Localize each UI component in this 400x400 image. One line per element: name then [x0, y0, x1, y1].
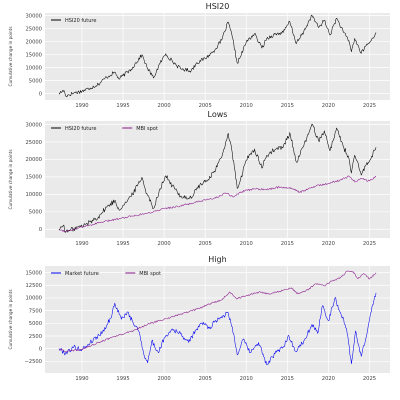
x-tick-label: 2000 [158, 241, 171, 247]
y-axis-label: Cumulative change in points [8, 290, 13, 350]
y-tick-label: 15000 [25, 270, 42, 276]
x-tick-label: 1995 [116, 241, 129, 247]
chart-title: High [208, 255, 226, 264]
x-tick-label: 1990 [75, 103, 88, 109]
x-tick-label: 2015 [281, 376, 294, 382]
y-tick-label: 10000 [25, 296, 42, 302]
y-tick-label: 5000 [29, 78, 42, 84]
y-tick-label: −2500 [24, 359, 42, 365]
x-tick-label: 1990 [75, 241, 88, 247]
legend-entry: MBI spot [139, 271, 161, 277]
x-tick-label: 2000 [158, 103, 171, 109]
x-tick-label: 2015 [281, 241, 294, 247]
y-tick-label: 10000 [25, 65, 42, 71]
y-tick-label: 5000 [29, 321, 42, 327]
y-tick-label: 5000 [29, 210, 42, 216]
y-tick-label: 0 [39, 346, 42, 352]
series-line-1 [58, 123, 377, 233]
legend-entry: HSI20 future [65, 126, 96, 132]
chart-panel-1: 1990 1995 2000 2005 2010 2015 2020 2025 0 5000 100… [8, 2, 390, 109]
x-tick-label: 2020 [322, 376, 335, 382]
y-tick-label: 25000 [25, 140, 42, 146]
y-tick-label: 30000 [25, 122, 42, 128]
x-tick-label: 2005 [199, 103, 212, 109]
y-tick-label: 25000 [25, 26, 42, 32]
chart-title: HSI20 [206, 2, 230, 11]
legend-entry: MBI spot [136, 126, 158, 132]
x-tick-label: 2010 [240, 376, 253, 382]
chart-panel-2: 1990 1995 2000 2005 2010 2015 2020 2025 0 5000 100… [8, 110, 390, 247]
chart-title: Lows [208, 110, 228, 119]
y-tick-label: 20000 [25, 157, 42, 163]
chart-panel-3: 1990 1995 2000 2005 2010 2015 2020 2025 −2500 0 25… [8, 255, 390, 382]
x-tick-label: 2020 [322, 241, 335, 247]
plot-area [45, 121, 390, 238]
x-tick-label: 2025 [363, 241, 376, 247]
series-line-1 [58, 14, 377, 97]
x-tick-label: 1995 [116, 103, 129, 109]
y-tick-label: 7500 [29, 308, 42, 314]
series-line-1 [58, 292, 377, 366]
y-tick-label: 0 [39, 227, 42, 233]
x-tick-label: 2025 [363, 376, 376, 382]
x-tick-label: 1990 [75, 376, 88, 382]
x-tick-label: 2010 [240, 241, 253, 247]
x-tick-label: 2005 [199, 241, 212, 247]
y-tick-label: 15000 [25, 52, 42, 58]
x-tick-label: 2015 [281, 103, 294, 109]
x-tick-label: 2020 [322, 103, 335, 109]
y-tick-label: 2500 [29, 334, 42, 340]
x-tick-label: 2005 [199, 376, 212, 382]
x-tick-label: 2000 [158, 376, 171, 382]
series-line-2 [58, 175, 377, 233]
x-tick-label: 1995 [116, 376, 129, 382]
x-tick-label: 2025 [363, 103, 376, 109]
y-tick-label: 0 [39, 91, 42, 97]
y-axis-label: Cumulative change in points [8, 150, 13, 210]
y-axis-label: Cumulative change in points [8, 27, 13, 87]
series-line-2 [58, 270, 377, 353]
y-tick-label: 12500 [25, 283, 42, 289]
y-tick-label: 10000 [25, 192, 42, 198]
legend-entry: Market future [65, 271, 99, 277]
x-tick-label: 2010 [240, 103, 253, 109]
plot-area [45, 13, 390, 100]
legend-entry: HSI20 future [65, 18, 96, 24]
y-tick-label: 30000 [25, 13, 42, 19]
y-tick-label: 20000 [25, 39, 42, 45]
y-tick-label: 15000 [25, 175, 42, 181]
